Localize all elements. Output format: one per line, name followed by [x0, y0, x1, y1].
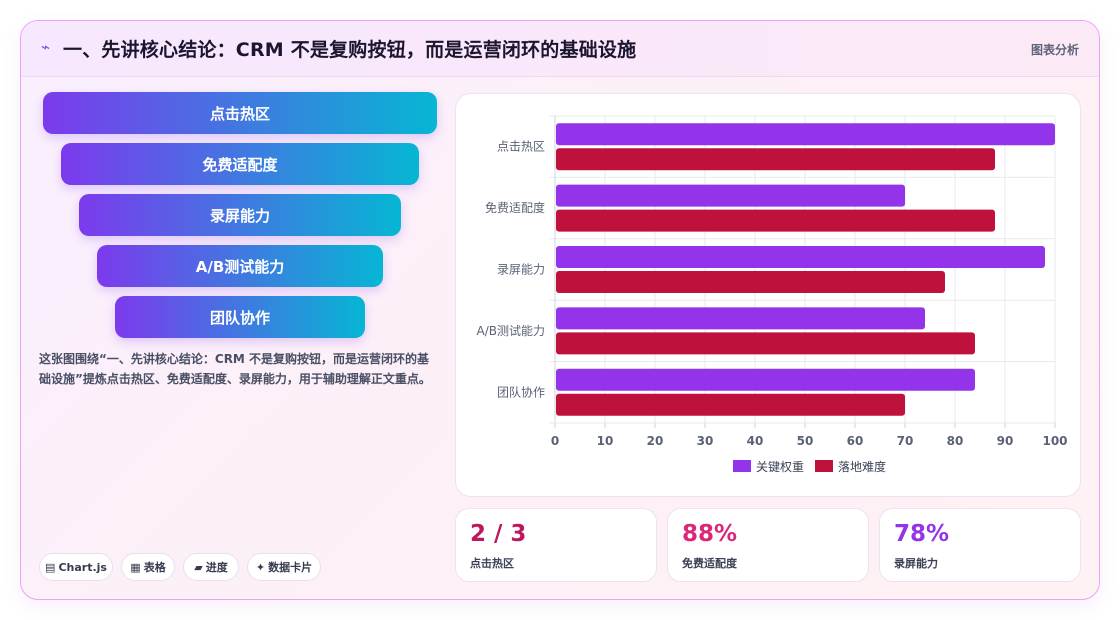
folder-icon: ▰: [194, 560, 203, 574]
stat-label: 免费适配度: [682, 557, 737, 570]
page-title: 一、先讲核心结论：CRM 不是复购按钮，而是运营闭环的基础设施: [63, 39, 637, 61]
stat-card-2: 88% 免费适配度: [667, 508, 869, 582]
bar-key-weight: [556, 368, 975, 391]
x-tick-label: 70: [897, 434, 914, 448]
chart-panel: 0 10 20 30 40 50 60 70 80 90 100 点击热区免费适配度录屏能力 A/B测试…: [455, 93, 1081, 497]
stat-label: 点击热区: [470, 557, 514, 570]
y-category-label: 录屏能力: [497, 263, 545, 277]
bolt-icon: ⌁: [41, 38, 51, 56]
chart-icon: ▤: [45, 560, 56, 574]
stat-card-1: 2 / 3 点击热区: [455, 508, 657, 582]
x-tick-label: 80: [947, 434, 964, 448]
y-category-label: 免费适配度: [485, 200, 545, 215]
x-tick-label: 60: [847, 434, 864, 448]
chip-table[interactable]: ▦ 表格: [121, 553, 175, 581]
x-tick-label: 30: [697, 434, 714, 448]
bar-difficulty: [556, 332, 975, 355]
stat-card-3: 78% 录屏能力: [879, 508, 1081, 582]
funnel-step-1: 点击热区: [43, 92, 437, 134]
stat-value: 88%: [682, 521, 738, 547]
card-header: ⌁ 一、先讲核心结论：CRM 不是复购按钮，而是运营闭环的基础设施 图表分析: [21, 21, 1099, 77]
funnel-step-2: 免费适配度: [61, 143, 419, 185]
table-icon: ▦: [130, 560, 141, 574]
funnel-step-4: A/B测试能力: [97, 245, 383, 287]
x-tick-label: 20: [647, 434, 664, 448]
stat-value: 2 / 3: [470, 521, 527, 547]
x-tick-label: 10: [597, 434, 614, 448]
bar-key-weight: [556, 307, 925, 330]
bar-key-weight: [556, 184, 905, 207]
stat-value: 78%: [894, 521, 950, 547]
chip-progress[interactable]: ▰ 进度: [183, 553, 239, 581]
bar-difficulty: [556, 393, 905, 416]
legend-swatch: [733, 460, 751, 472]
funnel-step-3: 录屏能力: [79, 194, 401, 236]
chart-description: 这张图围绕“一、先讲核心结论：CRM 不是复购按钮，而是运营闭环的基础设施”提炼…: [39, 352, 431, 386]
x-tick-label: 90: [997, 434, 1014, 448]
x-tick-label: 0: [551, 434, 559, 448]
y-category-label: 团队协作: [497, 384, 545, 399]
funnel-step-5: 团队协作: [115, 296, 365, 338]
x-tick-label: 40: [747, 434, 764, 448]
bar-key-weight: [556, 123, 1055, 146]
legend-label: 关键权重: [756, 460, 804, 474]
bar-difficulty: [556, 271, 945, 293]
bar-difficulty: [556, 209, 995, 232]
stat-label: 录屏能力: [894, 557, 938, 570]
chip-data-card[interactable]: ✦ 数据卡片: [247, 553, 321, 581]
report-card: ⌁ 一、先讲核心结论：CRM 不是复购按钮，而是运营闭环的基础设施 图表分析 点…: [20, 20, 1100, 600]
chip-chartjs[interactable]: ▤ Chart.js: [39, 553, 113, 581]
bar-difficulty: [556, 148, 995, 171]
legend-label: 落地难度: [838, 459, 886, 474]
chart-analysis-tag: 图表分析: [1030, 43, 1079, 57]
y-category-label: A/B测试能力: [477, 323, 546, 338]
legend-swatch: [815, 460, 833, 472]
y-category-label: 点击热区: [497, 140, 545, 154]
sparkle-icon: ✦: [255, 560, 266, 574]
x-tick-label: 100: [1042, 434, 1067, 448]
x-tick-label: 50: [797, 434, 814, 448]
bar-key-weight: [556, 246, 1045, 268]
